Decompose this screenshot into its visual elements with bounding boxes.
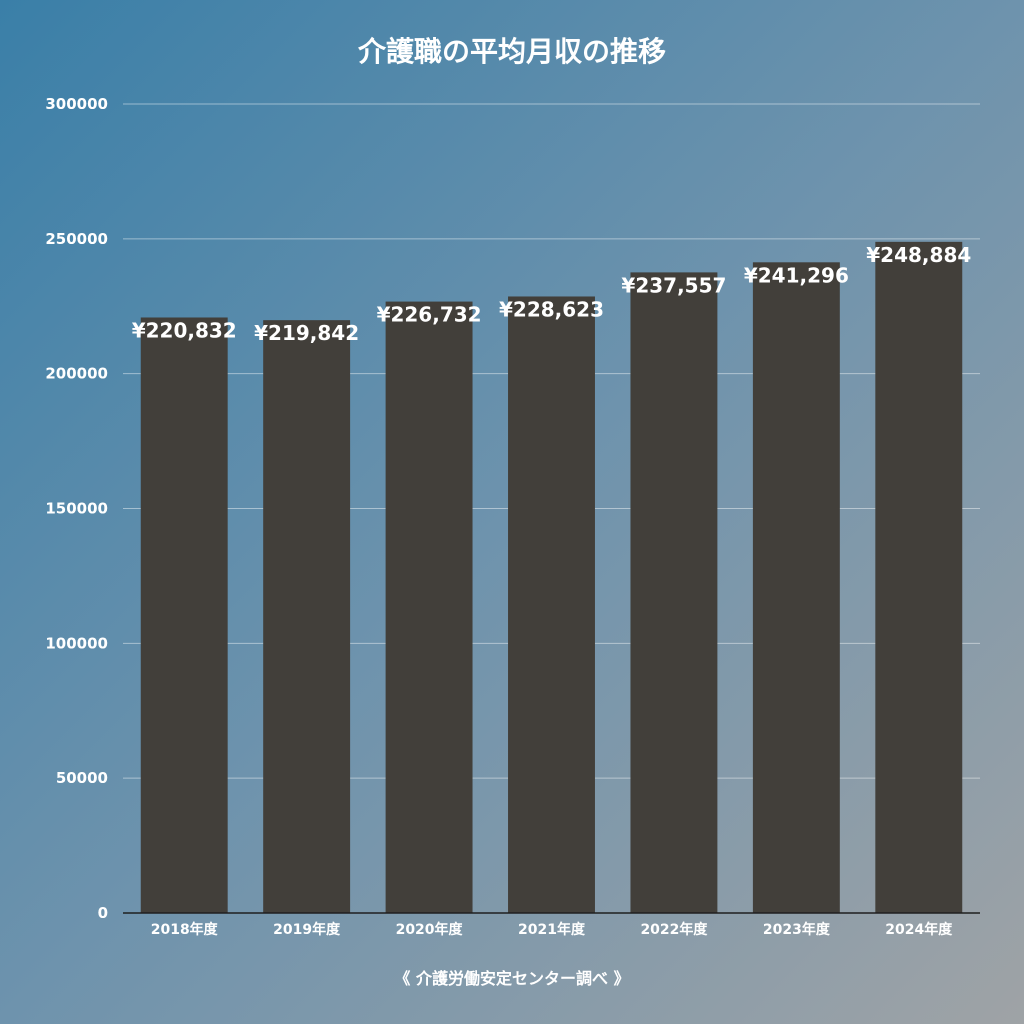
y-tick-label: 50000 — [56, 769, 108, 787]
chart-title: 介護職の平均月収の推移 — [357, 35, 666, 68]
y-tick-label: 0 — [98, 904, 108, 922]
x-tick-label: 2019年度 — [273, 921, 341, 938]
bar — [385, 301, 473, 914]
x-tick-label: 2022年度 — [640, 921, 708, 938]
bar-value-label: ¥248,884 — [866, 243, 971, 267]
bar-value-label: ¥237,557 — [621, 273, 726, 297]
x-tick-label: 2020年度 — [396, 921, 464, 938]
bar-value-label: ¥219,842 — [254, 321, 359, 345]
bars — [140, 241, 963, 914]
bar — [630, 272, 718, 914]
bar — [752, 262, 840, 913]
bar-value-labels: ¥220,832 ¥219,842 ¥226,732 ¥228,623 ¥237,557… — [132, 243, 972, 345]
y-tick-label: 100000 — [45, 634, 108, 652]
y-tick-label: 300000 — [45, 95, 108, 113]
bar-value-label: ¥220,832 — [132, 318, 237, 342]
x-tick-label: 2018年度 — [151, 921, 219, 938]
axes: 0 50000 100000 150000 200000 250000 300000 2018… — [45, 95, 980, 938]
chart-source-note: 《 介護労働安定センター調べ 》 — [394, 969, 630, 988]
bar-value-label: ¥228,623 — [499, 297, 604, 321]
bar-value-label: ¥241,296 — [744, 263, 849, 287]
x-tick-label: 2024年度 — [885, 921, 953, 938]
bar — [140, 317, 228, 913]
bar — [875, 241, 963, 913]
bar — [508, 296, 595, 913]
y-tick-label: 150000 — [45, 500, 108, 518]
bar-value-label: ¥226,732 — [377, 303, 482, 327]
x-tick-label: 2021年度 — [518, 921, 586, 938]
y-tick-label: 250000 — [45, 230, 108, 248]
bar — [263, 320, 351, 913]
x-tick-label: 2023年度 — [763, 921, 831, 938]
y-tick-label: 200000 — [45, 365, 108, 383]
